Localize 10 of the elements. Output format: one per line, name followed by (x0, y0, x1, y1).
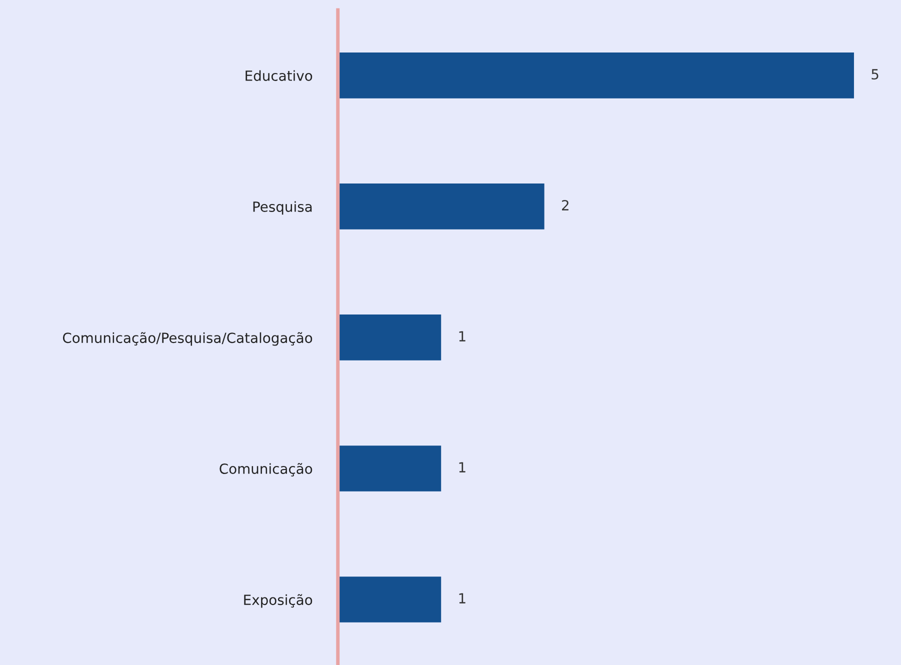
data-label: 2 (562, 200, 568, 210)
y-tick-label: Pesquisa (253, 201, 312, 215)
y-tick-label: Comunicação (220, 462, 312, 476)
y-tick-label: Comunicação/Pesquisa/Catalogação (62, 332, 312, 346)
data-label: 5 (872, 69, 878, 80)
data-label: 1 (459, 462, 466, 472)
data-label: 1 (459, 331, 466, 342)
data-label: 1 (459, 593, 466, 604)
y-tick-label: Educativo (246, 70, 312, 81)
y-tick-label: Exposição (244, 594, 312, 608)
